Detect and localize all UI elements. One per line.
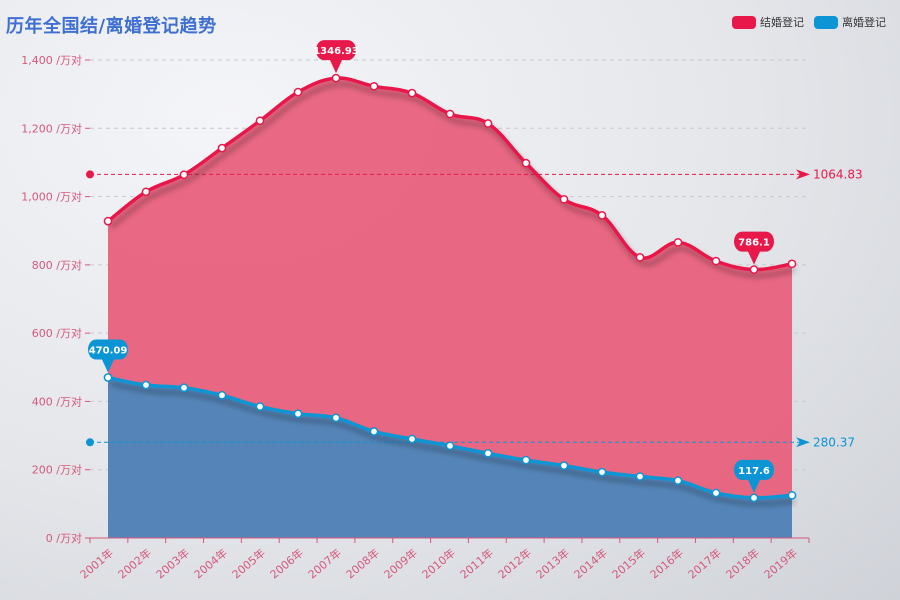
data-point [141,380,151,390]
x-tick-label: 2014年 [571,546,610,582]
x-tick-label: 2008年 [343,546,382,582]
data-point [103,216,113,226]
average-label: 1064.83 [813,167,863,181]
data-point [787,490,797,500]
y-tick-label: 1,400 /万对 [21,53,82,67]
data-point [445,441,455,451]
data-point [217,143,227,153]
min-pin-marriage-label: 786.1 [738,238,770,249]
data-point [711,488,721,498]
legend[interactable]: 结婚登记 离婚登记 [732,14,886,30]
data-point [407,434,417,444]
average-start-dot [86,438,94,447]
data-point [217,390,227,400]
data-point [483,448,493,458]
data-point [559,194,569,204]
x-tick-label: 2018年 [723,546,762,582]
y-tick-label: 0 /万对 [46,531,82,545]
x-tick-label: 2004年 [191,546,230,582]
data-point [521,455,531,465]
data-point [369,81,379,91]
average-arrow [796,169,810,180]
data-point [673,476,683,485]
min-pin-marriage-shape [734,231,774,265]
legend-swatch-marriage [732,15,756,29]
max-pin-divorce: 470.09 [88,339,128,373]
data-point [293,409,303,419]
legend-swatch-divorce [814,15,838,29]
x-tick-label: 2016年 [647,546,686,582]
y-tick-label: 1,000 /万对 [21,190,82,204]
y-tick-label: 1,200 /万对 [21,121,82,135]
x-tick-label: 2017年 [685,546,724,582]
y-tick-label: 200 /万对 [32,463,82,477]
x-tick-label: 2010年 [419,546,458,582]
data-point [597,211,607,220]
data-point [255,116,265,126]
legend-item-marriage[interactable]: 结婚登记 [732,14,804,30]
x-tick-label: 2015年 [609,546,648,582]
average-label: 280.37 [813,435,855,449]
min-pin-divorce-label: 117.6 [738,466,770,477]
max-pin-marriage-label: 1346.93 [313,46,359,57]
legend-label-marriage: 结婚登记 [760,16,804,29]
x-tick-label: 2001年 [77,546,116,582]
x-tick-label: 2007年 [305,546,344,582]
max-pin-divorce-label: 470.09 [89,345,128,356]
min-pin-divorce: 117.6 [734,459,774,493]
max-pin-marriage-shape [316,40,356,74]
legend-label-divorce: 离婚登记 [842,16,886,29]
data-point [635,252,645,262]
x-tick-label: 2011年 [457,546,496,582]
data-point [331,73,341,83]
data-point [635,472,645,481]
data-point [331,413,341,423]
chart-title: 历年全国结/离婚登记趋势 [6,16,217,37]
average-arrow [796,437,810,448]
average-start-dot [86,170,94,179]
data-point [711,256,721,266]
data-point [255,402,265,411]
y-tick-label: 600 /万对 [32,326,82,340]
data-point [597,467,607,477]
data-point [407,88,417,98]
x-tick-label: 2002年 [115,546,154,582]
data-point [445,109,455,119]
data-point [179,383,189,393]
data-point [103,373,113,382]
x-tick-label: 2012年 [495,546,534,582]
y-tick-label: 400 /万对 [32,394,82,408]
x-tick-label: 2003年 [153,546,192,582]
data-point [673,237,683,247]
x-tick-label: 2005年 [229,546,268,582]
data-point [559,461,569,470]
data-point [749,265,759,274]
x-tick-label: 2019年 [761,546,800,582]
y-tick-label: 800 /万对 [32,258,82,272]
max-pin-divorce-shape [88,339,128,373]
area-divorce [108,377,792,538]
data-point [749,493,759,503]
x-tick-label: 2009年 [381,546,420,582]
x-tick-label: 2013年 [533,546,572,582]
data-point [483,119,493,128]
x-tick-label: 2006年 [267,546,306,582]
data-point [293,87,303,97]
data-point [521,158,531,168]
min-pin-marriage: 786.1 [734,231,774,265]
data-point [787,259,797,269]
data-point [179,170,189,180]
data-point [369,427,379,436]
data-point [141,187,151,197]
max-pin-marriage: 1346.93 [313,40,359,74]
legend-item-divorce[interactable]: 离婚登记 [814,14,886,30]
min-pin-divorce-shape [734,459,774,493]
